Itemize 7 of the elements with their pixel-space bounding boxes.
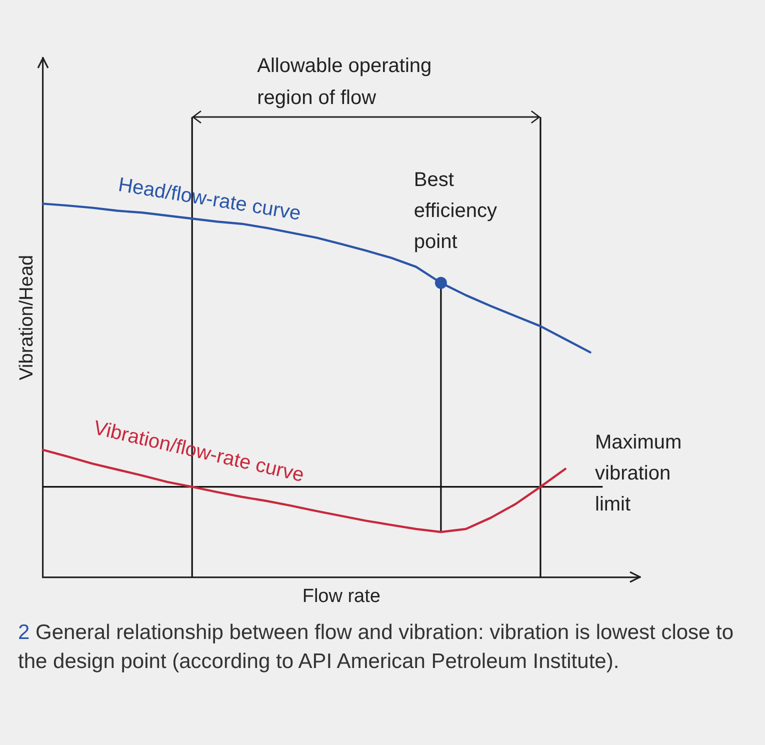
text: 2 General relationship between flow and vibration: vibration is lowest close to the design point (according to API American Petroleum Institute). xyxy=(18,620,735,675)
x-axis-title: Flow rate xyxy=(302,586,380,607)
text: Head/flow-rate curve xyxy=(116,174,302,225)
ref-line-label: Maximum vibration limit xyxy=(595,431,682,516)
y-axis-title: Vibration/Head xyxy=(16,254,38,380)
annotation: Best efficiency point xyxy=(414,168,497,253)
text: Allowable operating region of flow xyxy=(257,55,432,110)
